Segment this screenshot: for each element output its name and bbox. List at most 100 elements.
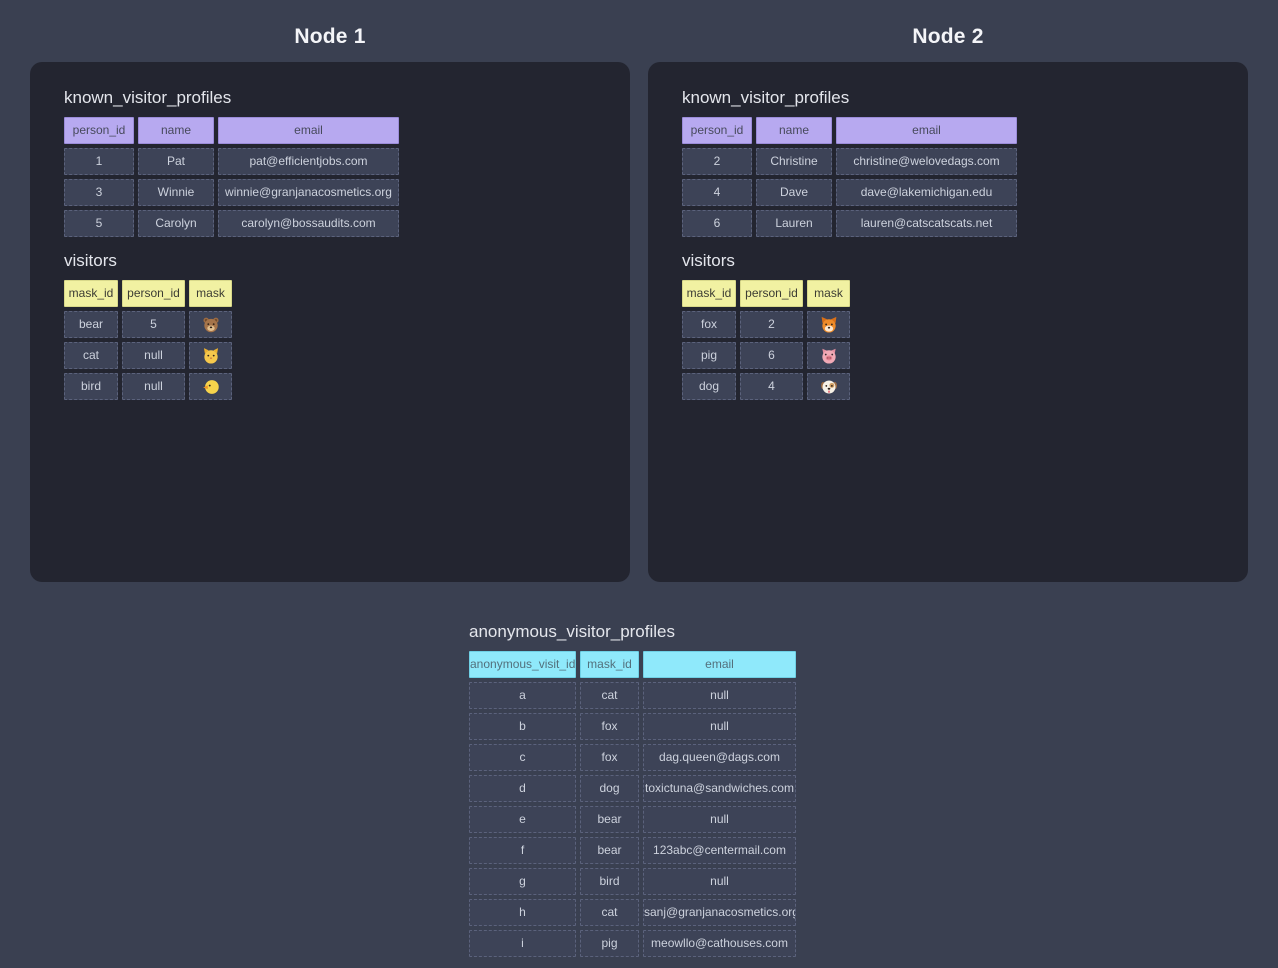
cell-name: Dave	[756, 179, 832, 206]
table-row: 2 Christine christine@welovedags.com	[682, 148, 1214, 175]
header-row: person_id name email	[682, 117, 1214, 144]
cell-mask_id: dog	[682, 373, 736, 400]
table-row: bird null	[64, 373, 596, 400]
cell-mask_id: fox	[580, 713, 639, 740]
table-title-anonymous-visitor-profiles: anonymous_visitor_profiles	[469, 622, 675, 641]
pig-mask-icon	[807, 342, 850, 369]
cell-mask_id: pig	[580, 930, 639, 957]
cell-anonymous_visit_id: g	[469, 868, 576, 895]
header-mask_id: mask_id	[64, 280, 118, 307]
cat-mask-icon	[189, 342, 232, 369]
cell-email: dag.queen@dags.com	[643, 744, 796, 771]
cell-name: Carolyn	[138, 210, 214, 237]
cell-mask_id: cat	[580, 899, 639, 926]
node-2-title: Node 2	[912, 25, 984, 48]
header-mask: mask	[807, 280, 850, 307]
table-known_visitor_profiles: person_id name email 1 Pat pat@efficientjobs.…	[64, 117, 596, 237]
table-title-visitors: visitors	[682, 251, 735, 270]
table-row: fox 2	[682, 311, 1214, 338]
anonymous-section: anonymous_visitor_profiles anonymous_vis…	[469, 622, 799, 957]
cell-email: null	[643, 806, 796, 833]
table-row: bear 5	[64, 311, 596, 338]
cell-anonymous_visit_id: h	[469, 899, 576, 926]
cell-mask_id: pig	[682, 342, 736, 369]
cell-email: null	[643, 682, 796, 709]
bird-mask-icon	[189, 373, 232, 400]
node-1-title: Node 1	[294, 25, 366, 48]
cell-person_id: 5	[64, 210, 134, 237]
cell-email: winnie@granjanacosmetics.org	[218, 179, 399, 206]
cell-name: Pat	[138, 148, 214, 175]
cell-mask_id: cat	[64, 342, 118, 369]
cell-name: Winnie	[138, 179, 214, 206]
anonymous-table-mount: anonymous_visit_id mask_id email a cat null b f…	[469, 651, 799, 957]
table-visitors: mask_id person_id mask fox 2 pig 6 dog 4	[682, 280, 1214, 400]
cell-email: sanj@granjanacosmetics.org	[643, 899, 796, 926]
cell-anonymous_visit_id: a	[469, 682, 576, 709]
cell-email: meowllo@cathouses.com	[643, 930, 796, 957]
cell-email: pat@efficientjobs.com	[218, 148, 399, 175]
table-row: cat null	[64, 342, 596, 369]
header-email: email	[643, 651, 796, 678]
table-row: a cat null	[469, 682, 799, 709]
fox-mask-icon	[807, 311, 850, 338]
cell-person_id: 3	[64, 179, 134, 206]
cell-mask_id: bear	[580, 837, 639, 864]
table-row: 6 Lauren lauren@catscatscats.net	[682, 210, 1214, 237]
cell-person_id: 4	[740, 373, 803, 400]
cell-person_id: 1	[64, 148, 134, 175]
header-row: person_id name email	[64, 117, 596, 144]
table-row: h cat sanj@granjanacosmetics.org	[469, 899, 799, 926]
cell-person_id: null	[122, 373, 185, 400]
table-known_visitor_profiles: person_id name email 2 Christine christine@we…	[682, 117, 1214, 237]
header-person_id: person_id	[122, 280, 185, 307]
header-email: email	[836, 117, 1017, 144]
cell-anonymous_visit_id: b	[469, 713, 576, 740]
header-email: email	[218, 117, 399, 144]
cell-person_id: 6	[740, 342, 803, 369]
header-mask: mask	[189, 280, 232, 307]
table-row: 3 Winnie winnie@granjanacosmetics.org	[64, 179, 596, 206]
cell-email: christine@welovedags.com	[836, 148, 1017, 175]
cell-anonymous_visit_id: i	[469, 930, 576, 957]
cell-person_id: null	[122, 342, 185, 369]
table-title-known_visitor_profiles: known_visitor_profiles	[682, 88, 850, 107]
cell-mask_id: bird	[580, 868, 639, 895]
node-2-panel: known_visitor_profiles person_id name email…	[648, 62, 1248, 582]
cell-email: lauren@catscatscats.net	[836, 210, 1017, 237]
header-mask_id: mask_id	[682, 280, 736, 307]
cell-name: Lauren	[756, 210, 832, 237]
header-person_id: person_id	[682, 117, 752, 144]
table-title-visitors: visitors	[64, 251, 117, 270]
table-row: 5 Carolyn carolyn@bossaudits.com	[64, 210, 596, 237]
table-row: pig 6	[682, 342, 1214, 369]
cell-mask_id: bear	[64, 311, 118, 338]
cell-email: toxictuna@sandwiches.com	[643, 775, 796, 802]
cell-anonymous_visit_id: c	[469, 744, 576, 771]
cell-person_id: 2	[682, 148, 752, 175]
header-row: mask_id person_id mask	[64, 280, 596, 307]
node-1-panel: known_visitor_profiles person_id name email…	[30, 62, 630, 582]
cell-email: carolyn@bossaudits.com	[218, 210, 399, 237]
cell-email: 123abc@centermail.com	[643, 837, 796, 864]
cell-person_id: 5	[122, 311, 185, 338]
cell-person_id: 4	[682, 179, 752, 206]
header-name: name	[138, 117, 214, 144]
table-row: f bear 123abc@centermail.com	[469, 837, 799, 864]
bear-mask-icon	[189, 311, 232, 338]
table-row: 1 Pat pat@efficientjobs.com	[64, 148, 596, 175]
cell-email: null	[643, 868, 796, 895]
cell-mask_id: dog	[580, 775, 639, 802]
header-row: mask_id person_id mask	[682, 280, 1214, 307]
header-person_id: person_id	[64, 117, 134, 144]
table-row: g bird null	[469, 868, 799, 895]
header-anonymous_visit_id: anonymous_visit_id	[469, 651, 576, 678]
table-row: i pig meowllo@cathouses.com	[469, 930, 799, 957]
cell-anonymous_visit_id: d	[469, 775, 576, 802]
table-row: d dog toxictuna@sandwiches.com	[469, 775, 799, 802]
table-row: dog 4	[682, 373, 1214, 400]
table-title-known_visitor_profiles: known_visitor_profiles	[64, 88, 232, 107]
dog-mask-icon	[807, 373, 850, 400]
header-mask_id: mask_id	[580, 651, 639, 678]
cell-email: dave@lakemichigan.edu	[836, 179, 1017, 206]
